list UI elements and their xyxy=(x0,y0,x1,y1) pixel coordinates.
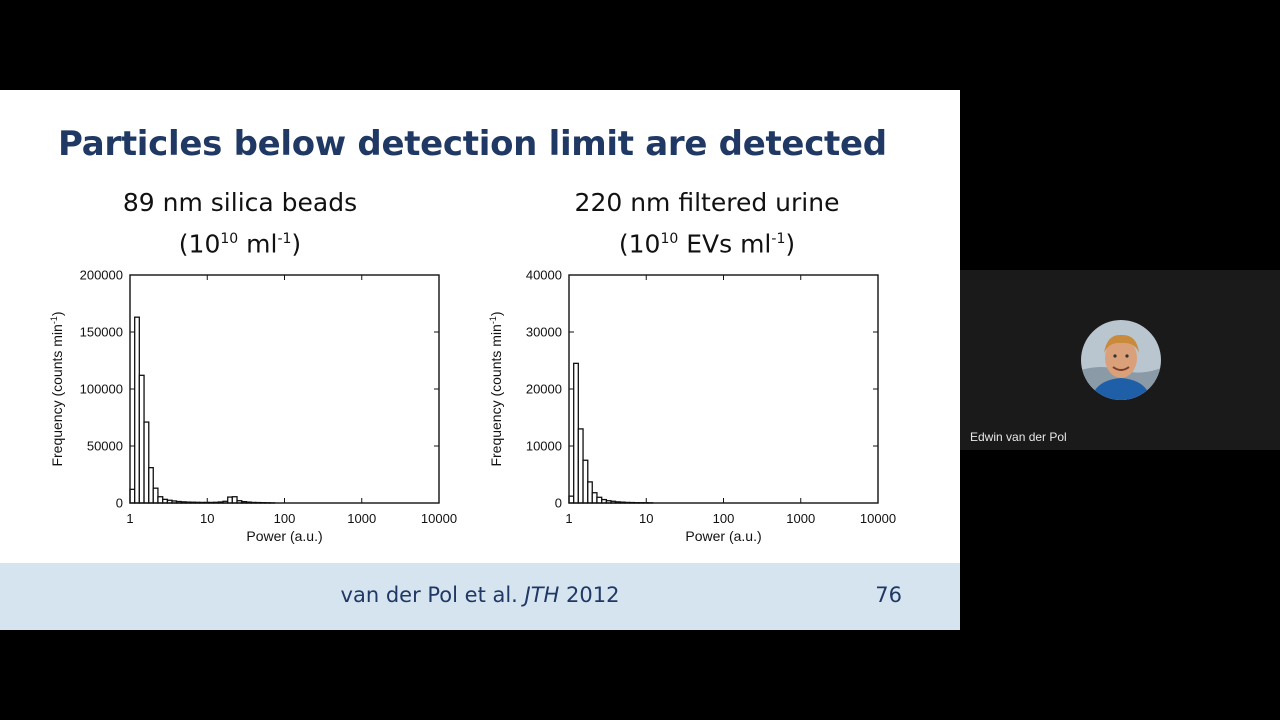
citation-authors: van der Pol et al. xyxy=(340,583,525,607)
right-concentration-base: (10 xyxy=(618,229,661,259)
left-x-axis-label: Power (a.u.) xyxy=(246,528,322,544)
participant-tile[interactable]: Edwin van der Pol xyxy=(960,270,1280,450)
left-y-axis-label-main: Frequency (counts min xyxy=(49,324,65,466)
right-y-axis-label-end: ) xyxy=(488,311,504,316)
citation-year: 2012 xyxy=(559,583,620,607)
left-ytick-label-4: 200000 xyxy=(80,268,123,283)
citation-journal: JTH xyxy=(524,583,560,607)
right-y-axis-label: Frequency (counts min-1) xyxy=(488,311,504,466)
left-concentration-unit: ml xyxy=(238,229,278,259)
right-concentration-unit: EVs ml xyxy=(678,229,772,259)
right-y-axis-label-exponent: -1 xyxy=(488,316,498,324)
right-ytick-label-0: 0 xyxy=(555,496,562,511)
left-xtick-label-0: 1 xyxy=(126,511,133,526)
right-panel-title-line2: (1010 EVs ml-1) xyxy=(557,221,857,262)
left-ytick-label-1: 50000 xyxy=(87,439,123,454)
left-bar-3 xyxy=(143,421,150,504)
right-xtick-label-4: 10000 xyxy=(860,511,896,526)
histogram-right: 1 10 100 1000 10000 0 10000 20000 30000 40000 Powe… xyxy=(488,268,896,545)
left-concentration-exponent: 10 xyxy=(220,231,239,247)
citation-footer: van der Pol et al. JTH 2012 76 xyxy=(0,563,960,630)
right-panel-title: 220 nm filtered urine (1010 EVs ml-1) xyxy=(557,184,857,262)
left-concentration-base: (10 xyxy=(178,229,221,259)
left-panel-title-line1: 89 nm silica beads xyxy=(122,188,358,217)
left-bar-2 xyxy=(138,374,145,504)
left-bar-0 xyxy=(129,488,136,504)
left-bar-4 xyxy=(148,467,154,504)
right-y-axis-label-main: Frequency (counts min xyxy=(488,324,504,466)
right-bar-6 xyxy=(596,496,603,504)
left-unit-exponent: -1 xyxy=(277,231,292,247)
right-bar-3 xyxy=(582,459,589,504)
left-bar-1 xyxy=(134,316,140,504)
left-y-axis-label: Frequency (counts min-1) xyxy=(49,311,65,466)
participant-panel: Edwin van der Pol xyxy=(960,0,1280,720)
left-bar-6 xyxy=(157,496,164,504)
right-bar-1 xyxy=(573,362,579,504)
right-bar-4 xyxy=(587,481,593,504)
right-panel-title-line1: 220 nm filtered urine xyxy=(574,188,840,217)
right-ytick-label-3: 30000 xyxy=(526,325,562,340)
left-xtick-label-3: 1000 xyxy=(347,511,376,526)
left-plot-frame xyxy=(129,274,440,504)
right-ytick-label-4: 40000 xyxy=(526,268,562,283)
right-bar-2 xyxy=(577,428,584,504)
left-ytick-label-2: 100000 xyxy=(80,382,123,397)
left-ytick-label-3: 150000 xyxy=(80,325,123,340)
left-y-axis-label-end: ) xyxy=(49,311,65,316)
histogram-left: 1 10 100 1000 10000050000100000150000200000P… xyxy=(49,268,457,545)
left-close-paren: ) xyxy=(291,229,302,259)
right-concentration-exponent: 10 xyxy=(660,231,679,247)
avatar-photo-icon xyxy=(1081,320,1161,400)
left-ytick-label-0: 0 xyxy=(116,496,123,511)
left-xtick-label-2: 100 xyxy=(274,511,296,526)
right-ytick-label-1: 10000 xyxy=(526,439,562,454)
right-xtick-label-2: 100 xyxy=(713,511,735,526)
right-xtick-label-0: 1 xyxy=(565,511,572,526)
right-x-axis-label: Power (a.u.) xyxy=(685,528,761,544)
participant-avatar xyxy=(1081,320,1161,400)
right-unit-exponent: -1 xyxy=(771,231,786,247)
right-xtick-label-3: 1000 xyxy=(786,511,815,526)
right-close-paren: ) xyxy=(785,229,796,259)
slide-number: 76 xyxy=(875,583,902,607)
shared-screen: Particles below detection limit are dete… xyxy=(0,90,960,630)
right-xtick-label-1: 10 xyxy=(639,511,653,526)
left-panel-title-line2: (1010 ml-1) xyxy=(90,221,390,262)
left-bar-5 xyxy=(152,487,159,504)
right-plot-frame xyxy=(568,274,879,504)
left-bar-22 xyxy=(231,496,238,504)
left-bar-21 xyxy=(227,496,233,504)
participant-name: Edwin van der Pol xyxy=(970,430,1067,444)
citation-text: van der Pol et al. JTH 2012 xyxy=(0,583,960,607)
left-xtick-label-1: 10 xyxy=(200,511,214,526)
right-ytick-label-2: 20000 xyxy=(526,382,562,397)
right-bar-0 xyxy=(568,495,575,504)
left-panel-title: 89 nm silica beads (1010 ml-1) xyxy=(90,184,390,262)
left-xtick-label-4: 10000 xyxy=(421,511,457,526)
left-y-axis-label-exponent: -1 xyxy=(49,316,59,324)
presentation-slide: Particles below detection limit are dete… xyxy=(0,90,960,630)
right-bar-5 xyxy=(591,492,598,504)
slide-title: Particles below detection limit are dete… xyxy=(58,124,887,164)
